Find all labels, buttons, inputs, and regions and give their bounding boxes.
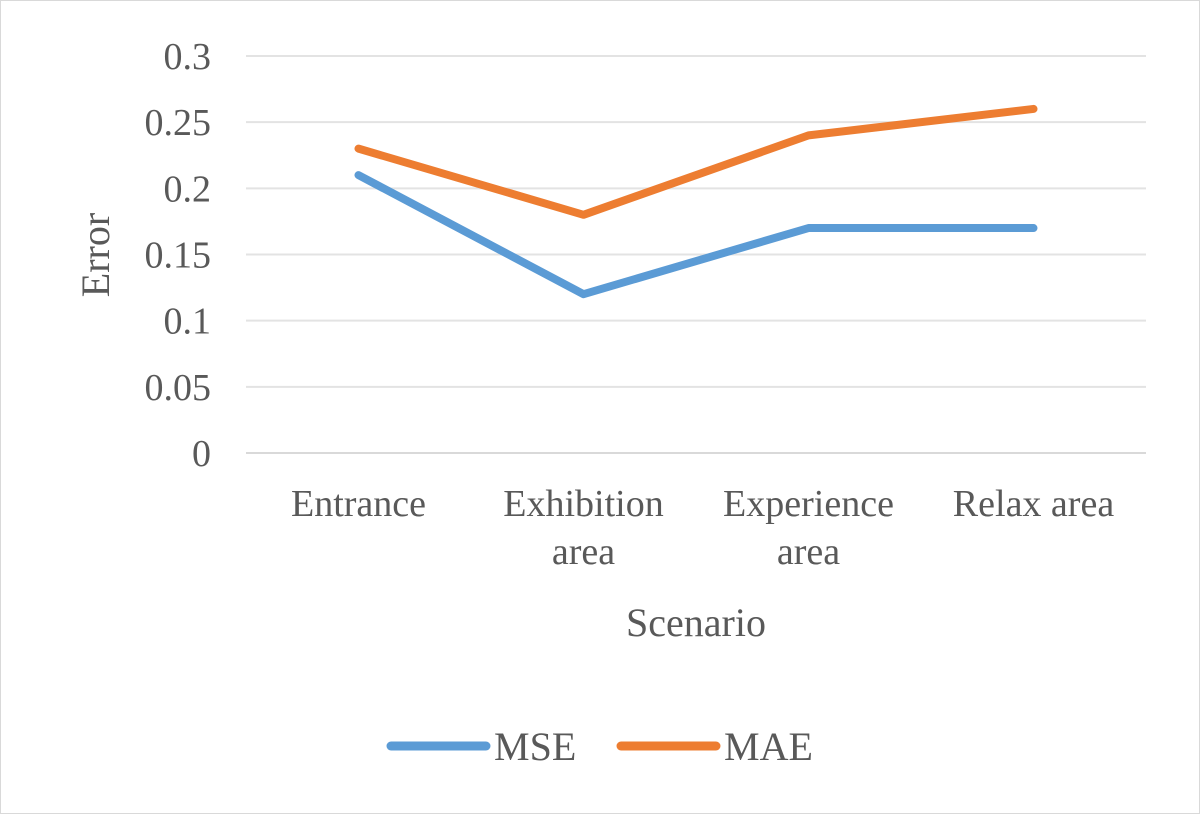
y-tick-label: 0.1: [164, 301, 212, 343]
y-axis-ticks: 0 0.05 0.1 0.15 0.2 0.25 0.3: [145, 36, 212, 475]
y-tick-label: 0.15: [145, 235, 212, 277]
x-tick-label: Relax area: [953, 483, 1115, 525]
legend: MSE MAE: [386, 724, 813, 769]
series-line-mse: [354, 171, 1038, 299]
y-tick-label: 0.05: [145, 367, 212, 409]
series-lines: [354, 104, 1038, 299]
gridlines: [246, 55, 1146, 454]
x-tick-label: Entrance: [291, 483, 426, 525]
x-axis-ticks: Entrance Exhibition area Experience area Rela…: [291, 483, 1114, 573]
legend-label-mse: MSE: [494, 724, 576, 769]
y-tick-label: 0.3: [164, 36, 212, 78]
series-line-mae: [354, 104, 1038, 219]
y-axis-title: Error: [73, 213, 118, 297]
x-tick-label: Experience area: [723, 483, 894, 573]
x-axis-title: Scenario: [626, 600, 766, 645]
y-tick-label: 0.2: [164, 168, 212, 210]
y-tick-label: 0.25: [145, 102, 212, 144]
legend-label-mae: MAE: [724, 724, 813, 769]
y-tick-label: 0: [192, 433, 211, 475]
x-tick-label: Exhibition area: [503, 483, 663, 573]
